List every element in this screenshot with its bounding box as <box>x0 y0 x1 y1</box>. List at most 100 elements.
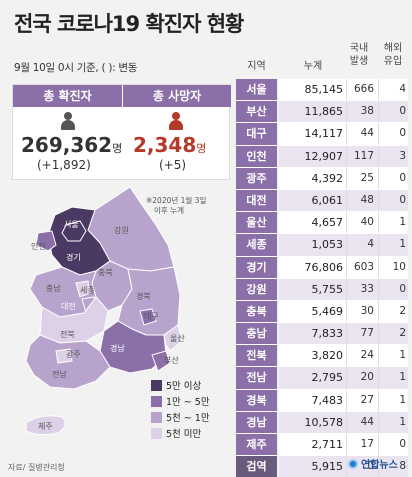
cell-divider <box>346 456 347 477</box>
confirmed-label: 총 확진자 <box>13 85 122 107</box>
row-domestic: 24 <box>360 349 374 362</box>
row-overseas: 0 <box>399 282 406 295</box>
row-overseas: 1 <box>399 238 406 251</box>
row-overseas: 0 <box>399 105 406 118</box>
header-region: 지역 <box>247 61 266 72</box>
table-row: 인천 12,907 117 3 <box>236 145 408 168</box>
subtitle: 9월 10일 0시 기준, ( ): 변동 <box>14 62 138 74</box>
table-row: 전남 2,795 20 1 <box>236 367 408 390</box>
cell-divider <box>378 101 379 123</box>
row-cells: 4,392 25 0 <box>279 167 408 189</box>
row-total: 10,578 <box>304 415 344 429</box>
row-region: 세종 <box>236 234 277 256</box>
row-overseas: 1 <box>399 216 406 229</box>
row-region: 광주 <box>236 167 277 189</box>
row-domestic: 4 <box>367 238 374 251</box>
cell-divider <box>378 278 379 300</box>
table-row: 세종 1,053 4 1 <box>236 234 408 257</box>
row-cells: 5,755 33 0 <box>279 278 408 300</box>
cell-divider <box>346 434 347 456</box>
cell-divider <box>346 79 347 101</box>
row-cells: 85,145 666 4 <box>279 79 408 101</box>
map-label-daejeon: 대전 <box>61 301 76 311</box>
cell-divider <box>378 212 379 234</box>
row-overseas: 1 <box>399 349 406 362</box>
row-cells: 14,117 44 0 <box>279 123 408 145</box>
row-cells: 5,469 30 2 <box>279 300 408 323</box>
person-icon-red <box>169 112 183 130</box>
cell-divider <box>378 79 379 101</box>
cell-divider <box>378 367 379 389</box>
map-label-daegu: 대구 <box>144 312 159 321</box>
region-daegu <box>139 308 157 326</box>
region-gwangju <box>55 348 73 364</box>
news-logo: 연합뉴스 <box>348 456 398 471</box>
row-overseas: 10 <box>392 260 406 273</box>
region-ulsan <box>163 324 183 352</box>
row-domestic: 33 <box>360 282 374 295</box>
map-label-busan: 부산 <box>164 355 179 365</box>
row-domestic: 603 <box>353 260 374 273</box>
row-domestic: 27 <box>360 393 374 406</box>
table-row: 경기 76,806 603 10 <box>236 256 408 279</box>
row-overseas: 2 <box>399 304 406 317</box>
row-cells: 76,806 603 10 <box>279 256 408 278</box>
map-label-gyeongnam: 경남 <box>110 343 125 353</box>
map-label-jeju: 제주 <box>38 422 53 431</box>
table-row: 울산 4,657 40 1 <box>236 212 408 235</box>
row-total: 12,907 <box>304 149 344 163</box>
row-cells: 6,061 48 0 <box>279 189 408 212</box>
cell-divider <box>378 167 379 189</box>
region-table: 서울 85,145 666 4 부산 11,865 38 0 대구 14,117 44 0 인천 12,9… <box>236 79 408 477</box>
table-row: 대구 14,117 44 0 <box>236 123 408 146</box>
row-domestic: 77 <box>360 327 374 340</box>
cumulative-note: ※2020년 1월 3일 이후 누계 <box>146 196 207 215</box>
cell-divider <box>346 101 347 123</box>
row-domestic: 25 <box>360 171 374 184</box>
row-total: 2,795 <box>311 371 344 385</box>
cell-divider <box>346 323 347 345</box>
row-region: 검역 <box>236 456 277 477</box>
row-domestic: 20 <box>360 371 374 384</box>
row-region: 전북 <box>236 345 277 367</box>
region-incheon <box>35 230 57 252</box>
row-overseas: 4 <box>399 83 406 95</box>
map-label-gangwon: 강원 <box>114 225 129 235</box>
row-total: 5,755 <box>311 282 344 296</box>
row-domestic: 48 <box>360 193 374 206</box>
row-region: 울산 <box>236 212 277 234</box>
cell-divider <box>378 456 379 477</box>
row-overseas: 0 <box>399 127 406 140</box>
korea-map: 서울 인천 경기 강원 충북 세종 충남 대전 경북 대구 전북 광주 울산 경… <box>25 186 185 436</box>
row-total: 7,483 <box>311 393 344 407</box>
row-overseas: 1 <box>399 415 406 428</box>
row-region: 경남 <box>236 411 277 433</box>
row-total: 2,711 <box>311 438 344 451</box>
region-sejong <box>75 280 91 298</box>
row-region: 전남 <box>236 367 277 389</box>
row-domestic: 666 <box>353 83 374 95</box>
row-domestic: 0 <box>367 460 374 473</box>
map-label-gwangju: 광주 <box>66 349 81 359</box>
row-region: 충남 <box>236 323 277 345</box>
row-cells: 10,578 44 1 <box>279 411 408 433</box>
map-label-ulsan: 울산 <box>170 333 185 343</box>
row-region: 부산 <box>236 101 277 123</box>
table-row: 경남 10,578 44 1 <box>236 411 408 434</box>
row-domestic: 38 <box>360 105 374 118</box>
cell-divider <box>378 145 379 167</box>
confirmed-total: 269,362명 <box>21 133 123 157</box>
legend-item: 1만 ~ 5만 <box>151 393 210 409</box>
row-total: 5,469 <box>311 304 344 318</box>
map-label-jeonbuk: 전북 <box>60 329 75 339</box>
cell-divider <box>346 234 347 256</box>
map-label-seoul: 서울 <box>64 220 79 229</box>
row-overseas: 0 <box>399 171 406 184</box>
row-domestic: 44 <box>360 127 374 140</box>
map-legend: 5만 이상 1만 ~ 5만 5천 ~ 1만 5천 미만 <box>151 377 210 441</box>
cell-divider <box>346 411 347 433</box>
row-overseas: 0 <box>399 438 406 450</box>
legend-item: 5천 ~ 1만 <box>151 409 210 425</box>
row-overseas: 2 <box>399 327 406 340</box>
row-cells: 2,711 17 0 <box>279 434 408 456</box>
